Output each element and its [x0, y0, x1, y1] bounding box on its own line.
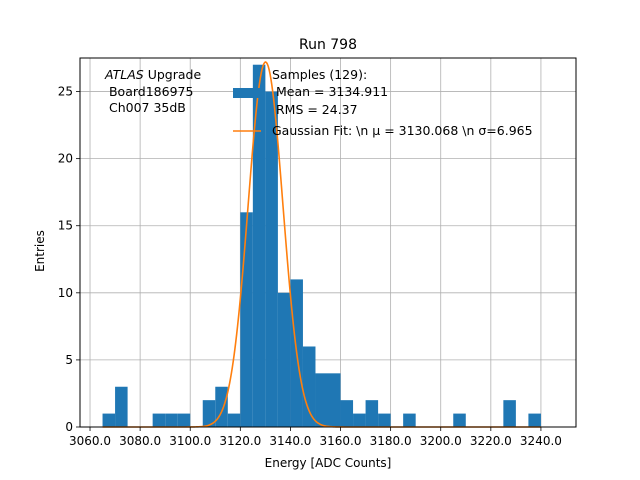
- legend-label-rms: RMS = 24.37: [272, 102, 358, 117]
- x-tick-label: 3060.0: [69, 434, 111, 448]
- atlas-annotation: ATLAS Upgrade Board186975 Ch007 35dB: [104, 67, 201, 115]
- legend: Samples (129): Mean = 3134.911 RMS = 24.…: [233, 67, 533, 138]
- histogram-bar: [152, 413, 166, 427]
- y-tick-label: 20: [58, 152, 73, 166]
- histogram-bars: [102, 64, 541, 427]
- histogram-bar: [252, 64, 266, 427]
- histogram-bar: [115, 386, 128, 427]
- histogram-bar: [265, 91, 278, 427]
- histogram-bar: [315, 373, 328, 427]
- annotation-channel: Ch007 35dB: [105, 100, 186, 115]
- chart-title: Run 798: [299, 37, 357, 53]
- histogram-bar: [503, 400, 516, 427]
- histogram-bar: [403, 413, 416, 427]
- annotation-atlas: ATLAS: [104, 67, 144, 82]
- histogram-bar: [102, 413, 116, 427]
- axes-frame: [79, 57, 577, 428]
- y-axis: 0 5 10 15 20 25: [58, 85, 80, 434]
- histogram-bar: [277, 292, 291, 427]
- histogram-bar: [202, 400, 216, 427]
- y-tick-label: 0: [65, 420, 73, 434]
- y-tick-label: 10: [58, 286, 73, 300]
- histogram-bar: [302, 346, 316, 427]
- x-tick-label: 3240.0: [520, 434, 562, 448]
- histogram-bar: [215, 386, 228, 427]
- y-axis-label: Entries: [33, 230, 47, 272]
- x-tick-label: 3140.0: [269, 434, 311, 448]
- histogram-bar: [528, 413, 541, 427]
- y-tick-label: 5: [65, 353, 73, 367]
- y-tick-label: 25: [58, 85, 73, 99]
- y-tick-label: 15: [58, 219, 73, 233]
- legend-label-samples: Samples (129):: [272, 67, 367, 82]
- x-tick-label: 3120.0: [219, 434, 261, 448]
- histogram-bar: [353, 413, 366, 427]
- annotation-upgrade: Upgrade: [144, 67, 202, 82]
- plot-frame: [79, 57, 577, 428]
- x-tick-label: 3200.0: [420, 434, 462, 448]
- histogram-bar: [365, 400, 379, 427]
- histogram-bar: [453, 413, 466, 427]
- annotation-board: Board186975: [105, 84, 193, 99]
- histogram-bar: [177, 413, 191, 427]
- annotation-line-1: ATLAS Upgrade: [104, 67, 201, 82]
- histogram-bar: [240, 212, 253, 427]
- histogram-bar: [227, 413, 241, 427]
- x-tick-label: 3100.0: [169, 434, 211, 448]
- histogram-bar: [165, 413, 178, 427]
- x-axis: 3060.0 3080.0 3100.0 3120.0 3140.0 3160.0 3180…: [69, 427, 562, 448]
- histogram-bar: [340, 400, 354, 427]
- x-tick-label: 3080.0: [119, 434, 161, 448]
- x-tick-label: 3160.0: [320, 434, 362, 448]
- legend-label-fit: Gaussian Fit: \n μ = 3130.068 \n σ=6.965: [272, 123, 533, 138]
- histogram-bar: [378, 413, 391, 427]
- legend-swatch-histogram: [233, 88, 261, 98]
- x-tick-label: 3220.0: [470, 434, 512, 448]
- legend-label-mean: Mean = 3134.911: [272, 84, 388, 99]
- x-axis-label: Energy [ADC Counts]: [265, 456, 392, 470]
- x-tick-label: 3180.0: [370, 434, 412, 448]
- histogram-bar: [328, 373, 341, 427]
